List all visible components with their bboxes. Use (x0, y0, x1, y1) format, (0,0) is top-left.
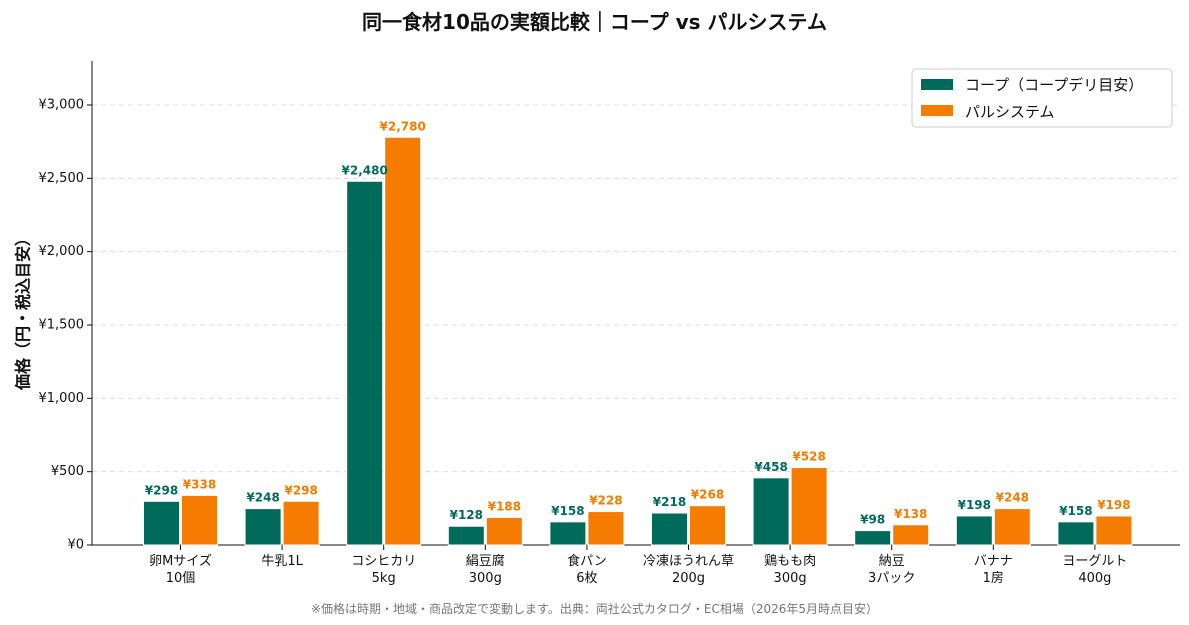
x-tick-label: 1房 (983, 570, 1004, 586)
x-tick-label: 冷凍ほうれん草 (643, 553, 734, 569)
bar-palsystem (1095, 515, 1133, 546)
data-label: ¥458 (754, 460, 787, 474)
x-tick-label: ヨーグルト (1062, 554, 1127, 569)
bar-coop (447, 525, 485, 546)
chart-title: 同一食材10品の実額比較｜コープ vs パルシステム (362, 10, 827, 34)
bar-palsystem (181, 494, 218, 546)
bar-palsystem (587, 511, 625, 546)
data-label: ¥198 (1097, 498, 1130, 512)
data-labels: ¥298 ¥338 ¥248 ¥298 ¥2,480 ¥2,780 ¥128 ¥188 ¥158… (145, 119, 1131, 526)
legend-label-pal: パルシステム (965, 103, 1055, 121)
data-label: ¥228 (589, 494, 622, 508)
x-tick-label: 鶏もも肉 (764, 554, 816, 569)
x-tick-label: コシヒカリ (351, 554, 416, 569)
bar-coop (955, 515, 993, 546)
data-label: ¥528 (792, 450, 825, 464)
y-tick-label: ¥2,500 (39, 171, 85, 186)
bar-coop (549, 521, 587, 546)
data-label: ¥2,780 (380, 119, 426, 133)
y-tick-label: ¥500 (51, 464, 84, 479)
y-tick-label: ¥1,000 (39, 391, 85, 406)
bar-coop (143, 500, 180, 546)
y-axis-label: 価格（円・税込目安） (14, 230, 33, 391)
x-tick-label: 300g (774, 571, 807, 586)
x-tick-label: 6枚 (576, 571, 597, 586)
x-tick-label: 牛乳1L (261, 554, 303, 569)
legend-label-coop: コープ（コープデリ目安） (965, 76, 1143, 94)
data-label: ¥248 (246, 491, 279, 505)
bar-coop (752, 477, 790, 546)
bar-palsystem (689, 505, 726, 546)
bars (143, 136, 1133, 546)
data-label: ¥198 (958, 498, 991, 512)
x-tick-label: 5kg (372, 571, 396, 586)
axes: ¥0 ¥500 ¥1,000 ¥1,500 ¥2,000 ¥2,500 ¥3,000 卵Mサイ… (39, 61, 1180, 586)
legend: コープ（コープデリ目安） パルシステム (911, 68, 1173, 128)
x-tick-label: バナナ (974, 554, 1013, 569)
bar-palsystem (892, 524, 930, 546)
x-tick-label: 絹豆腐 (466, 554, 505, 569)
data-label: ¥298 (284, 483, 317, 497)
y-tick-label: ¥3,000 (39, 98, 85, 113)
data-label: ¥218 (653, 495, 686, 509)
data-label: ¥298 (145, 483, 178, 497)
x-tick-label: 10個 (166, 571, 196, 586)
x-tick-label: 食パン (567, 553, 607, 569)
data-label: ¥338 (183, 477, 216, 491)
bar-palsystem (282, 500, 320, 546)
data-label: ¥138 (894, 507, 927, 521)
bar-palsystem (993, 508, 1031, 546)
x-tick-label: 300g (469, 571, 502, 586)
bar-coop (244, 508, 282, 546)
y-tick-label: ¥2,000 (39, 244, 85, 259)
data-label: ¥2,480 (342, 163, 388, 177)
y-tick-label: ¥0 (67, 538, 84, 553)
bar-coop (1057, 521, 1095, 546)
footnote: ※価格は時期・地域・商品改定で変動します。出典：両社公式カタログ・EC相場（20… (311, 602, 878, 616)
data-label: ¥158 (1059, 504, 1092, 518)
bar-palsystem (384, 136, 422, 546)
data-label: ¥98 (860, 513, 885, 527)
bar-coop (854, 530, 892, 546)
x-tick-label: 400g (1078, 571, 1111, 586)
bar-palsystem (790, 467, 828, 546)
x-tick-label: 3パック (868, 571, 915, 586)
x-tick-label: 卵Mサイズ (149, 553, 212, 569)
legend-swatch-coop (921, 79, 953, 90)
gridlines (92, 104, 1180, 473)
data-label: ¥248 (996, 491, 1029, 505)
data-label: ¥158 (551, 504, 584, 518)
bar-palsystem (485, 516, 523, 546)
y-tick-label: ¥1,500 (39, 318, 85, 333)
x-tick-label: 200g (672, 571, 705, 586)
bar-coop (651, 512, 688, 546)
x-tick-label: 納豆 (879, 554, 905, 569)
legend-swatch-pal (921, 105, 953, 116)
data-label: ¥188 (488, 499, 521, 513)
bar-coop (346, 180, 384, 546)
data-label: ¥128 (450, 508, 483, 522)
data-label: ¥268 (691, 488, 724, 502)
